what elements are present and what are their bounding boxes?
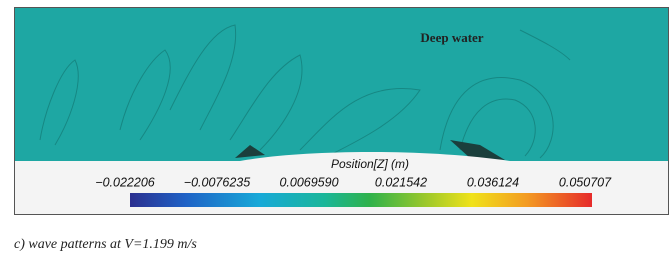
colorbar-title: Position[Z] (m) [331,157,409,171]
figure: Deep water Position[Z] (m) −0.022206 −0.0… [0,0,672,259]
colorbar-tick-label: −0.0076235 [184,175,250,189]
contour-field [15,8,668,161]
colorbar [130,193,592,207]
colorbar-tick-label: −0.022206 [95,175,154,189]
caption: c) wave patterns at V=1.199 m/s [14,237,197,252]
colorbar-tick-label: 0.036124 [467,175,519,189]
colorbar-tick-label: 0.0069590 [279,175,338,189]
colorbar-tick-label: 0.050707 [559,175,612,189]
field-label: Deep water [420,30,483,45]
colorbar-tick-label: 0.021542 [375,175,427,189]
